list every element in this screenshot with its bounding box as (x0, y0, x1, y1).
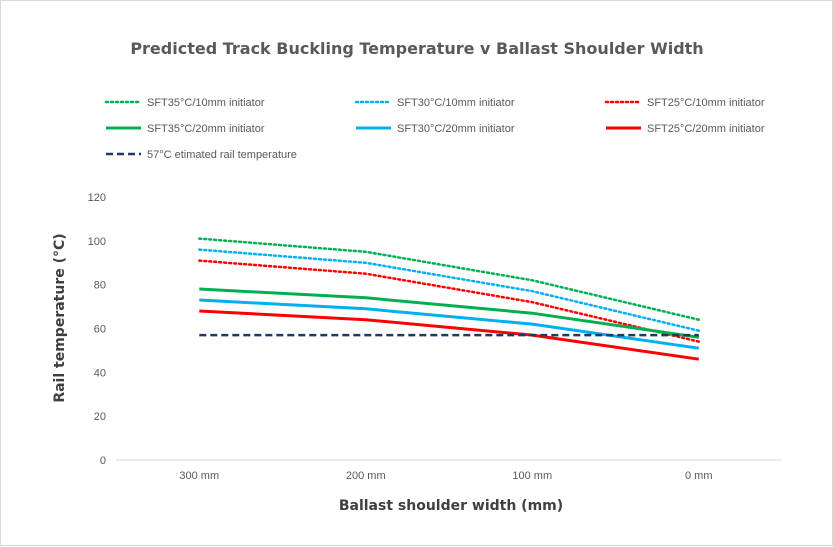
legend-item: SFT30°C/10mm initiator (354, 97, 515, 109)
series-layer (198, 237, 701, 361)
legend-label: SFT25°C/20mm initiator (647, 123, 765, 135)
legend-item: SFT25°C/10mm initiator (604, 97, 765, 109)
y-tick-label: 100 (88, 236, 106, 248)
legend-label: SFT35°C/20mm initiator (147, 123, 265, 135)
y-tick-label: 120 (88, 192, 106, 204)
x-tick-label: 0 mm (685, 470, 713, 482)
legend-label: 57°C etimated rail temperature (147, 149, 297, 161)
series-line-sft30-c-20mm-initiator (199, 298, 700, 350)
y-axis-ticks: 0 20 40 60 80 100 120 (88, 192, 106, 467)
series-line-sft35-c-10mm-initiator (198, 237, 701, 321)
series-line-sft25-c-10mm-initiator (198, 259, 701, 343)
y-tick-label: 40 (94, 367, 106, 379)
x-tick-label: 100 mm (512, 470, 552, 482)
legend-item: SFT30°C/20mm initiator (356, 123, 515, 135)
x-tick-label: 200 mm (346, 470, 386, 482)
x-tick-label: 300 mm (179, 470, 219, 482)
legend-label: SFT35°C/10mm initiator (147, 97, 265, 109)
x-axis-ticks: 300 mm 200 mm 100 mm 0 mm (179, 470, 712, 482)
legend-item: SFT35°C/20mm initiator (106, 123, 265, 135)
series-line-sft35-c-20mm-initiator (199, 287, 700, 339)
series-line-sft30-c-10mm-initiator (198, 248, 701, 332)
legend-label: SFT25°C/10mm initiator (647, 97, 765, 109)
chart-title: Predicted Track Buckling Temperature v B… (130, 39, 703, 58)
y-axis-title: Rail temperature (°C) (52, 233, 68, 402)
legend-label: SFT30°C/10mm initiator (397, 97, 515, 109)
legend-item: 57°C etimated rail temperature (106, 149, 297, 161)
y-tick-label: 0 (100, 455, 106, 467)
legend-label: SFT30°C/20mm initiator (397, 123, 515, 135)
y-tick-label: 80 (94, 280, 106, 292)
x-axis-title: Ballast shoulder width (mm) (339, 498, 563, 514)
legend-item: SFT25°C/20mm initiator (606, 123, 765, 135)
legend-item: SFT35°C/10mm initiator (104, 97, 265, 109)
series-line-sft25-c-20mm-initiator (199, 309, 700, 361)
y-tick-label: 60 (94, 324, 106, 336)
y-tick-label: 20 (94, 411, 106, 423)
legend: SFT35°C/10mm initiator SFT30°C/10mm initi… (104, 97, 765, 161)
